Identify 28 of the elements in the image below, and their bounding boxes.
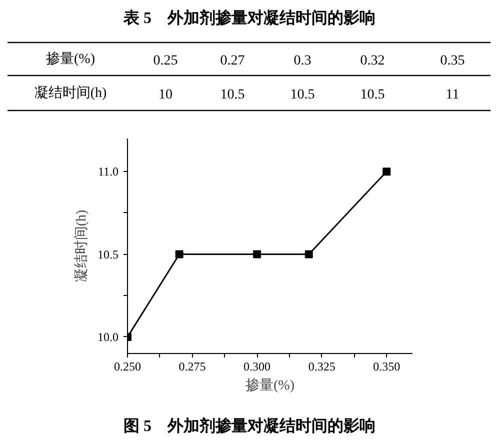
x-tick-label: 0.325 — [308, 360, 336, 374]
text: 0.32 — [360, 54, 385, 68]
y-tick-label: 11.0 — [98, 164, 119, 179]
x-tick-label: 0.250 — [114, 360, 141, 374]
x-tick-label: 0.300 — [244, 360, 271, 374]
text: 0.27 — [220, 54, 245, 68]
text: 掺量(%) — [46, 51, 96, 67]
text: 0.25 — [153, 54, 178, 68]
text: 0.3 — [294, 54, 312, 68]
text: 表 5 外加剂掺量对凝结时间的影响 — [122, 8, 376, 27]
x-tick-label: 0.350 — [373, 360, 400, 374]
x-tick-label: 0.275 — [178, 360, 206, 374]
text: 10.5 — [220, 88, 245, 102]
y-tick-label: 10.5 — [98, 247, 118, 262]
x-axis-title: 掺量(%) — [246, 378, 295, 394]
point — [304, 250, 313, 258]
text: 11 — [446, 88, 460, 102]
point — [175, 250, 184, 258]
text: 10.5 — [360, 88, 385, 102]
text: 0.35 — [440, 54, 465, 68]
point — [253, 250, 262, 258]
point — [382, 168, 391, 176]
y-axis-title: 凝结时间(h) — [74, 210, 90, 282]
y-tick-label: 10.0 — [98, 330, 118, 344]
text: 10 — [158, 88, 172, 102]
text: 10.5 — [290, 88, 315, 102]
text: 凝结时间(h) — [34, 85, 107, 101]
caption: 图 5 外加剂掺量对凝结时间的影响 — [124, 416, 376, 435]
